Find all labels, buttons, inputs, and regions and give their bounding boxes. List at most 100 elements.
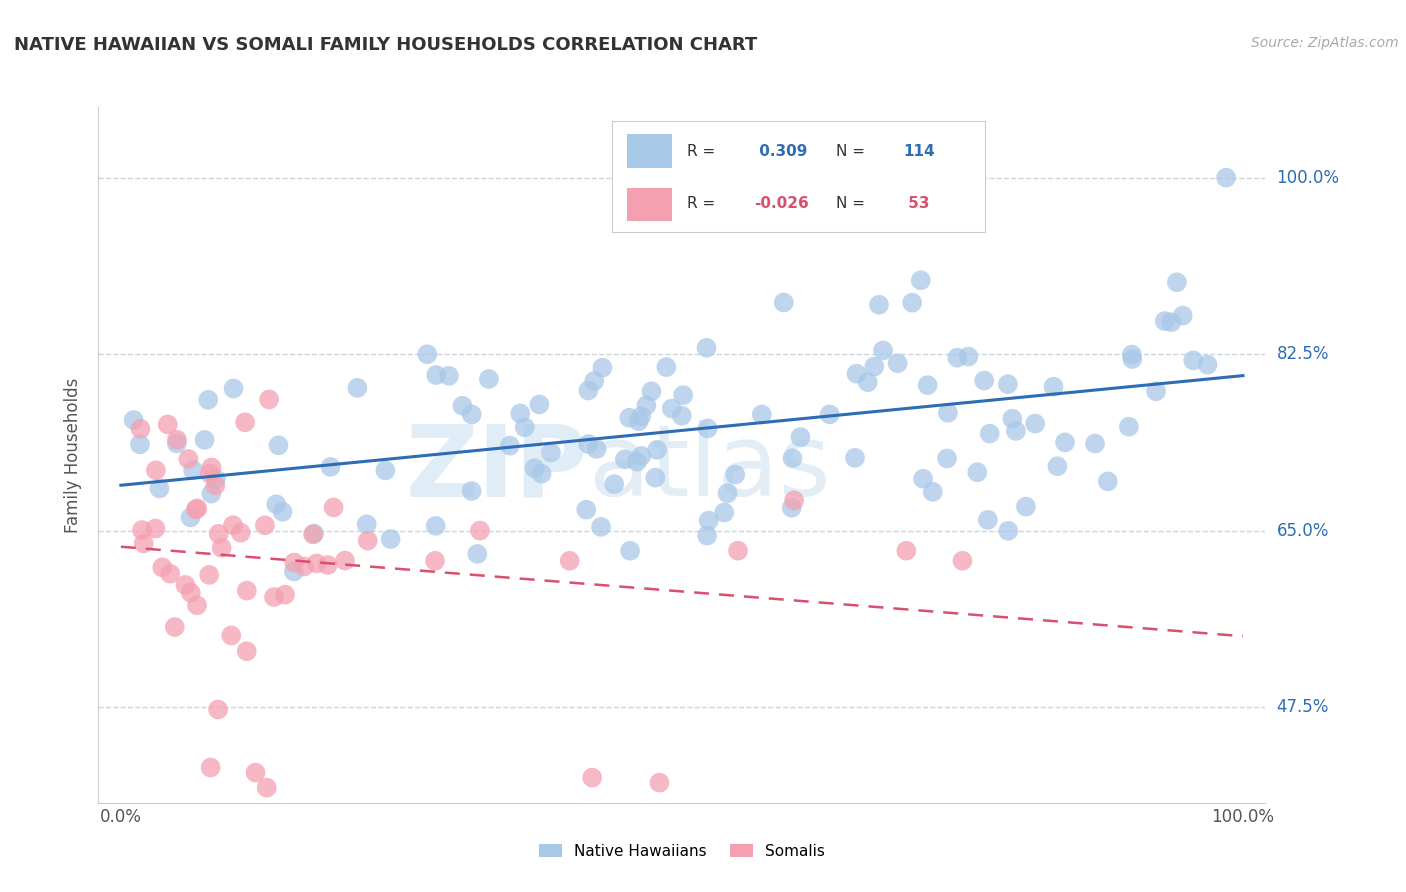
Point: [150, 560, 173, 574]
Point: [499, 439, 522, 453]
Point: [575, 502, 598, 516]
Point: [235, 644, 257, 658]
Point: [818, 408, 841, 422]
Point: [1024, 417, 1046, 431]
Point: [156, 417, 179, 432]
Text: 100.0%: 100.0%: [1277, 169, 1340, 186]
Point: [783, 493, 806, 508]
Point: [198, 467, 221, 481]
Point: [236, 583, 259, 598]
Text: 47.5%: 47.5%: [1277, 698, 1329, 716]
Point: [184, 502, 207, 516]
Point: [129, 422, 152, 436]
Point: [346, 381, 368, 395]
Point: [696, 528, 718, 542]
Point: [129, 437, 152, 451]
Point: [530, 467, 553, 481]
Point: [425, 519, 447, 533]
Text: 82.5%: 82.5%: [1277, 345, 1329, 363]
Point: [589, 520, 612, 534]
Point: [200, 486, 222, 500]
Point: [856, 375, 879, 389]
Point: [644, 471, 666, 485]
Point: [460, 483, 482, 498]
Point: [233, 415, 256, 429]
Point: [901, 295, 924, 310]
Point: [416, 347, 439, 361]
Point: [200, 760, 222, 774]
Point: [356, 517, 378, 532]
Legend: Native Hawaiians, Somalis: Native Hawaiians, Somalis: [533, 838, 831, 864]
Point: [581, 771, 603, 785]
Point: [966, 465, 988, 479]
Point: [558, 554, 581, 568]
Point: [197, 392, 219, 407]
Point: [319, 459, 342, 474]
Point: [1160, 315, 1182, 329]
Point: [245, 765, 267, 780]
Point: [1182, 353, 1205, 368]
Point: [1053, 435, 1076, 450]
Point: [630, 449, 652, 463]
Point: [145, 463, 167, 477]
Point: [946, 351, 969, 365]
Point: [219, 628, 242, 642]
Point: [132, 536, 155, 550]
Point: [461, 408, 484, 422]
Point: [166, 433, 188, 447]
Point: [640, 384, 662, 399]
Point: [131, 523, 153, 537]
Point: [1046, 459, 1069, 474]
Point: [211, 541, 233, 555]
Point: [322, 500, 344, 515]
Point: [844, 450, 866, 465]
Point: [952, 554, 974, 568]
Point: [782, 451, 804, 466]
Point: [1171, 309, 1194, 323]
Point: [997, 524, 1019, 538]
Point: [630, 409, 652, 424]
Point: [425, 368, 447, 382]
Point: [912, 472, 935, 486]
Point: [283, 565, 305, 579]
Point: [159, 566, 181, 581]
Point: [316, 558, 339, 572]
Point: [274, 588, 297, 602]
Point: [1005, 424, 1028, 438]
Point: [936, 406, 959, 420]
Point: [896, 543, 918, 558]
Point: [198, 567, 221, 582]
Point: [229, 525, 252, 540]
Point: [576, 384, 599, 398]
Point: [626, 455, 648, 469]
Point: [200, 460, 222, 475]
Point: [145, 522, 167, 536]
Point: [205, 472, 228, 486]
Point: [613, 452, 636, 467]
Point: [696, 341, 718, 355]
Point: [283, 556, 305, 570]
Point: [271, 505, 294, 519]
Text: Source: ZipAtlas.com: Source: ZipAtlas.com: [1251, 36, 1399, 50]
Point: [789, 430, 811, 444]
Point: [194, 433, 217, 447]
Point: [979, 426, 1001, 441]
Point: [478, 372, 501, 386]
Point: [253, 518, 276, 533]
Point: [529, 397, 551, 411]
Point: [207, 702, 229, 716]
Point: [467, 547, 489, 561]
Point: [1015, 500, 1038, 514]
Point: [174, 578, 197, 592]
Point: [468, 524, 491, 538]
Point: [910, 273, 932, 287]
Point: [636, 398, 658, 412]
Point: [627, 414, 650, 428]
Point: [513, 420, 536, 434]
Point: [509, 406, 531, 420]
Point: [302, 526, 325, 541]
Point: [423, 554, 446, 568]
Point: [1084, 436, 1107, 450]
Point: [148, 482, 170, 496]
Point: [697, 514, 720, 528]
